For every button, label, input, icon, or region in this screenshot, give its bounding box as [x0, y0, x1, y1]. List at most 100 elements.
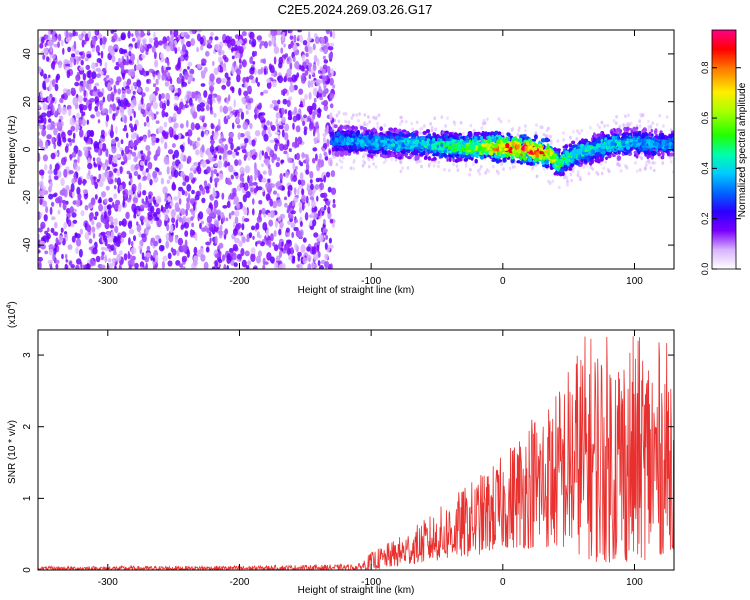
noise-cell	[259, 115, 265, 121]
noise-cell	[65, 30, 69, 39]
noise-cell	[270, 233, 274, 242]
noise-cell	[312, 147, 318, 152]
noise-cell	[77, 155, 80, 164]
noise-cell	[189, 167, 193, 172]
noise-cell	[205, 247, 210, 253]
noise-cell	[152, 170, 158, 179]
noise-cell	[69, 154, 73, 161]
noise-cell	[71, 138, 75, 143]
noise-cell	[228, 247, 234, 254]
noise-cell	[155, 111, 159, 115]
noise-cell	[241, 223, 245, 231]
halo-cell	[383, 123, 387, 128]
noise-cell	[61, 131, 66, 140]
band-cell	[519, 161, 524, 165]
noise-cell	[322, 45, 329, 55]
noise-cell	[269, 149, 275, 158]
halo-cell	[658, 114, 662, 118]
noise-cell	[305, 169, 310, 175]
halo-cell	[582, 165, 586, 169]
noise-cell	[141, 54, 146, 59]
noise-cell	[304, 70, 309, 76]
noise-cell	[38, 66, 42, 74]
noise-cell	[179, 123, 184, 129]
noise-cell	[164, 141, 168, 150]
noise-cell	[317, 210, 321, 217]
noise-cell	[51, 216, 56, 221]
noise-cell	[80, 210, 85, 217]
noise-cell	[173, 105, 179, 112]
noise-cell	[179, 101, 184, 110]
noise-cell	[74, 50, 80, 55]
noise-cell	[39, 212, 43, 218]
noise-cell	[98, 203, 104, 212]
noise-cell	[192, 260, 198, 266]
noise-cell	[217, 65, 220, 72]
noise-cell	[95, 147, 99, 153]
noise-cell	[254, 113, 257, 120]
noise-cell	[281, 129, 285, 138]
noise-cell	[291, 200, 296, 207]
noise-cell	[171, 143, 176, 148]
noise-cell	[270, 125, 276, 131]
noise-cell	[53, 175, 59, 180]
noise-cell	[153, 200, 157, 205]
noise-cell	[127, 237, 131, 246]
noise-cell	[71, 235, 76, 243]
noise-cell	[225, 35, 231, 44]
halo-cell	[501, 131, 504, 136]
noise-cell	[120, 139, 124, 145]
noise-cell	[50, 201, 55, 207]
noise-cell	[173, 95, 179, 101]
noise-cell	[221, 77, 227, 84]
noise-cell	[40, 90, 43, 98]
band-cell	[568, 168, 573, 171]
noise-cell	[232, 228, 238, 236]
noise-cell	[256, 255, 261, 264]
noise-cell	[236, 222, 242, 229]
noise-cell	[186, 40, 192, 48]
noise-cell	[298, 201, 303, 208]
band-cell	[443, 134, 448, 139]
noise-cell	[247, 175, 250, 184]
noise-cell	[145, 145, 151, 151]
noise-cell	[289, 62, 293, 71]
noise-cell	[322, 142, 328, 150]
noise-cell	[144, 159, 148, 166]
noise-cell	[122, 153, 127, 161]
noise-cell	[60, 227, 64, 233]
noise-cell	[312, 219, 317, 227]
noise-cell	[322, 133, 327, 137]
noise-cell	[93, 241, 98, 250]
noise-cell	[174, 234, 179, 244]
noise-cell	[139, 204, 145, 210]
noise-cell	[288, 43, 292, 50]
noise-cell	[274, 139, 280, 144]
noise-cell	[230, 142, 234, 151]
noise-cell	[100, 231, 106, 236]
noise-cell	[205, 50, 210, 57]
halo-cell	[452, 162, 455, 167]
halo-cell	[341, 155, 345, 160]
noise-cell	[129, 177, 133, 184]
noise-cell	[48, 102, 54, 110]
noise-cell	[276, 157, 281, 162]
noise-cell	[234, 210, 240, 217]
halo-cell	[638, 119, 641, 123]
noise-cell	[267, 212, 271, 218]
band-cell	[425, 129, 431, 134]
noise-cell	[183, 222, 190, 229]
noise-cell	[266, 195, 271, 201]
halo-cell	[570, 178, 573, 183]
noise-cell	[111, 55, 116, 63]
noise-cell	[189, 139, 192, 147]
noise-cell	[105, 114, 110, 122]
noise-cell	[79, 129, 84, 138]
halo-cell	[669, 128, 673, 132]
halo-cell	[349, 166, 353, 170]
noise-cell	[306, 254, 312, 262]
noise-cell	[233, 99, 236, 108]
noise-cell	[294, 166, 298, 170]
noise-cell	[84, 204, 89, 211]
noise-cell	[297, 179, 302, 185]
